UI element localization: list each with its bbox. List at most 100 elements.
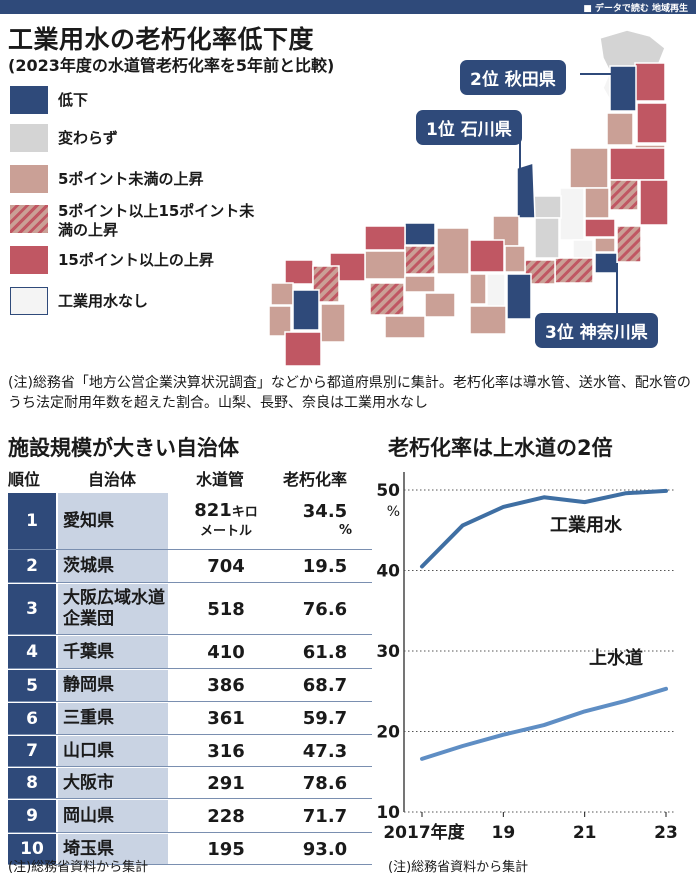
municipality-cell: 千葉県: [58, 636, 168, 668]
hyogo: [436, 227, 470, 275]
toyama: [532, 195, 562, 219]
yamagata: [606, 112, 634, 146]
table-row: 5 静岡県 386 68.7: [8, 670, 372, 702]
chart-title: 老朽化率は上水道の2倍: [388, 436, 613, 460]
map-note: (注)総務省「地方公営企業決算状況調査」などから都道府県別に集計。老朽化率は導水…: [8, 375, 691, 411]
tochigi: [609, 179, 639, 211]
tokyo: [594, 237, 616, 253]
ehime: [369, 282, 405, 316]
row-divider: [8, 668, 372, 669]
table-row: 6 三重県 361 59.7: [8, 703, 372, 735]
table-row: 4 千葉県 410 61.8: [8, 636, 372, 669]
table-row: 2 茨城県 704 19.5: [8, 550, 372, 583]
tokushima: [424, 292, 456, 318]
shimane: [364, 225, 406, 251]
kumamoto: [292, 289, 320, 331]
municipality-cell: 埼玉県: [58, 834, 168, 864]
pipe-unit: キロ: [231, 505, 258, 520]
table-row: 9 岡山県 228 71.7: [8, 800, 372, 833]
pipe-length-cell: 195: [207, 838, 245, 860]
legend-label: 5ポイント以上15ポイント未満の上昇: [58, 202, 255, 239]
aging-rate-cell: 19.5: [302, 555, 348, 577]
table-header-name: 自治体: [88, 470, 137, 489]
row-divider: [8, 701, 372, 702]
chart-source: (注)総務省資料から集計: [388, 860, 529, 875]
x-tick-label: 21: [573, 823, 597, 843]
akita: [609, 65, 637, 112]
legend-swatch-under5: [10, 165, 48, 193]
pipe-length-cell: 821キロメートル: [174, 493, 278, 549]
pipe-length-value: 821: [194, 500, 232, 521]
municipality-cell: 大阪市: [58, 768, 168, 798]
series-label: 上水道: [589, 647, 643, 669]
japan-choropleth-map: [268, 29, 669, 367]
iwate: [636, 102, 668, 144]
row-divider: [8, 582, 372, 583]
legend-label: 5ポイント未満の上昇: [58, 170, 204, 188]
legend-label: 低下: [58, 91, 89, 109]
table-row: 8 大阪市 291 78.6: [8, 768, 372, 799]
wakayama: [469, 305, 507, 335]
aging-rate-cell: 71.7: [302, 805, 348, 827]
row-divider: [8, 864, 372, 865]
row-divider: [8, 832, 372, 833]
y-tick-label: 50: [376, 481, 400, 501]
kagawa: [404, 275, 436, 293]
y-tick-label: 10: [376, 803, 400, 823]
municipality-cell: 山口県: [58, 736, 168, 766]
legend-label: 変わらず: [58, 129, 118, 147]
shizuoka: [554, 257, 594, 284]
osaka: [469, 273, 487, 305]
y-tick-label: 20: [376, 723, 400, 743]
y-tick-label: 30: [376, 642, 400, 662]
top-banner: ■ データで読む 地域再生: [0, 0, 696, 14]
callout-rank3: 3位 神奈川県: [535, 313, 658, 348]
rank-cell: 4: [8, 636, 56, 668]
callout-rank1: 1位 石川県: [416, 110, 522, 145]
rank-cell: 8: [8, 768, 56, 798]
mie: [506, 273, 532, 320]
x-tick-label: 23: [654, 823, 678, 843]
row-divider: [8, 734, 372, 735]
nagasaki: [268, 305, 292, 337]
pipe-unit-cont: メートル: [199, 524, 252, 539]
aging-rate-cell: 34.5%: [278, 493, 372, 549]
tottori: [404, 222, 436, 246]
municipality-cell: 岡山県: [58, 800, 168, 832]
pipe-length-cell: 704: [207, 555, 245, 577]
series-line: [420, 488, 668, 569]
aging-rate-cell: 76.6: [302, 598, 348, 620]
table-header-pipe: 水道管: [196, 470, 245, 489]
rank-cell: 1: [8, 493, 56, 549]
series-line: [420, 686, 668, 761]
kyoto: [469, 239, 505, 273]
gunma: [584, 187, 610, 219]
table-header-rate: 老朽化率: [283, 470, 348, 489]
aging-rate-value: 34.5: [302, 501, 348, 522]
rank-cell: 6: [8, 703, 56, 734]
yamanashi: [572, 239, 594, 259]
table-row: 3 大阪広域水道企業団 518 76.6: [8, 584, 372, 635]
nara: [486, 273, 506, 309]
table-source: (注)総務省資料から集計: [8, 860, 149, 875]
legend-swatch-5to15: [10, 205, 48, 233]
saga: [270, 282, 294, 306]
pipe-length-cell: 228: [207, 805, 245, 827]
niigata: [569, 147, 609, 189]
callout-rank2: 2位 秋田県: [460, 60, 566, 95]
x-tick-label: 2017年度: [383, 822, 465, 843]
kanagawa: [594, 252, 618, 274]
municipality-cell: 愛知県: [58, 493, 168, 549]
shiga: [504, 245, 526, 273]
municipality-cell: 茨城県: [58, 550, 168, 582]
row-divider: [8, 549, 372, 550]
pipe-length-cell: 316: [207, 740, 245, 762]
kochi: [384, 315, 426, 339]
aging-rate-cell: 59.7: [302, 708, 348, 729]
municipality-cell: 大阪広域水道企業団: [58, 584, 168, 634]
nagano: [559, 187, 585, 241]
chiba: [616, 225, 642, 263]
table-row: 10 埼玉県 195 93.0: [8, 834, 372, 865]
pipe-length-cell: 518: [207, 598, 245, 620]
fukushima: [609, 147, 666, 181]
